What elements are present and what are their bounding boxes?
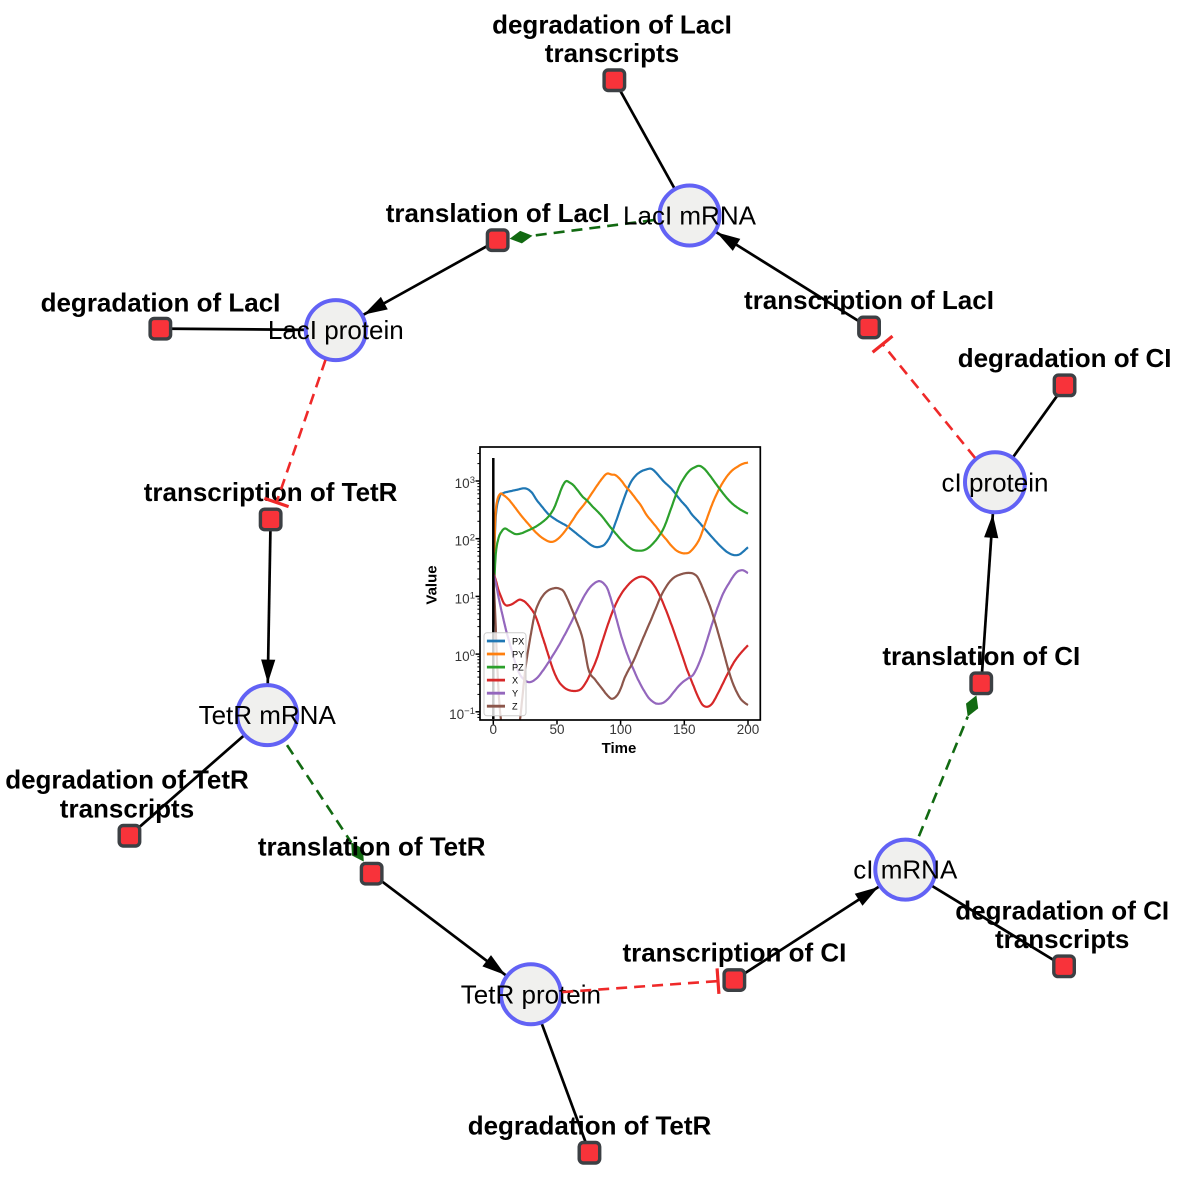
svg-text:degradation of LacI: degradation of LacI: [492, 9, 732, 39]
svg-text:degradation of LacI: degradation of LacI: [41, 288, 281, 318]
svg-text:50: 50: [549, 722, 564, 737]
svg-text:100: 100: [609, 722, 632, 737]
svg-text:transcription of TetR: transcription of TetR: [144, 477, 398, 507]
svg-text:transcripts: transcripts: [60, 793, 194, 823]
svg-text:translation of LacI: translation of LacI: [386, 198, 610, 228]
svg-text:PX: PX: [512, 636, 524, 646]
svg-text:transcripts: transcripts: [545, 38, 679, 68]
svg-text:degradation of TetR: degradation of TetR: [5, 765, 249, 795]
svg-text:cI protein: cI protein: [942, 467, 1049, 497]
svg-text:LacI mRNA: LacI mRNA: [623, 201, 757, 231]
svg-text:translation of CI: translation of CI: [882, 641, 1080, 671]
svg-text:transcription of CI: transcription of CI: [622, 938, 846, 968]
svg-text:transcripts: transcripts: [995, 924, 1129, 954]
svg-text:0: 0: [490, 722, 498, 737]
svg-text:degradation of TetR: degradation of TetR: [468, 1110, 712, 1140]
svg-text:PZ: PZ: [512, 662, 524, 672]
svg-text:Z: Z: [512, 702, 518, 712]
svg-text:Time: Time: [602, 740, 637, 757]
svg-text:Y: Y: [512, 689, 518, 699]
svg-text:PY: PY: [512, 649, 524, 659]
svg-text:LacI protein: LacI protein: [268, 315, 404, 345]
svg-text:translation of TetR: translation of TetR: [258, 831, 486, 861]
svg-text:cI mRNA: cI mRNA: [853, 855, 958, 885]
svg-text:Value: Value: [424, 565, 441, 604]
svg-text:degradation of CI: degradation of CI: [955, 895, 1169, 925]
svg-text:200: 200: [737, 722, 760, 737]
svg-text:transcription of LacI: transcription of LacI: [744, 285, 994, 315]
svg-text:TetR mRNA: TetR mRNA: [199, 700, 337, 730]
svg-text:X: X: [512, 675, 518, 685]
svg-text:degradation of CI: degradation of CI: [958, 343, 1172, 373]
svg-text:150: 150: [673, 722, 696, 737]
svg-text:TetR protein: TetR protein: [461, 979, 601, 1009]
